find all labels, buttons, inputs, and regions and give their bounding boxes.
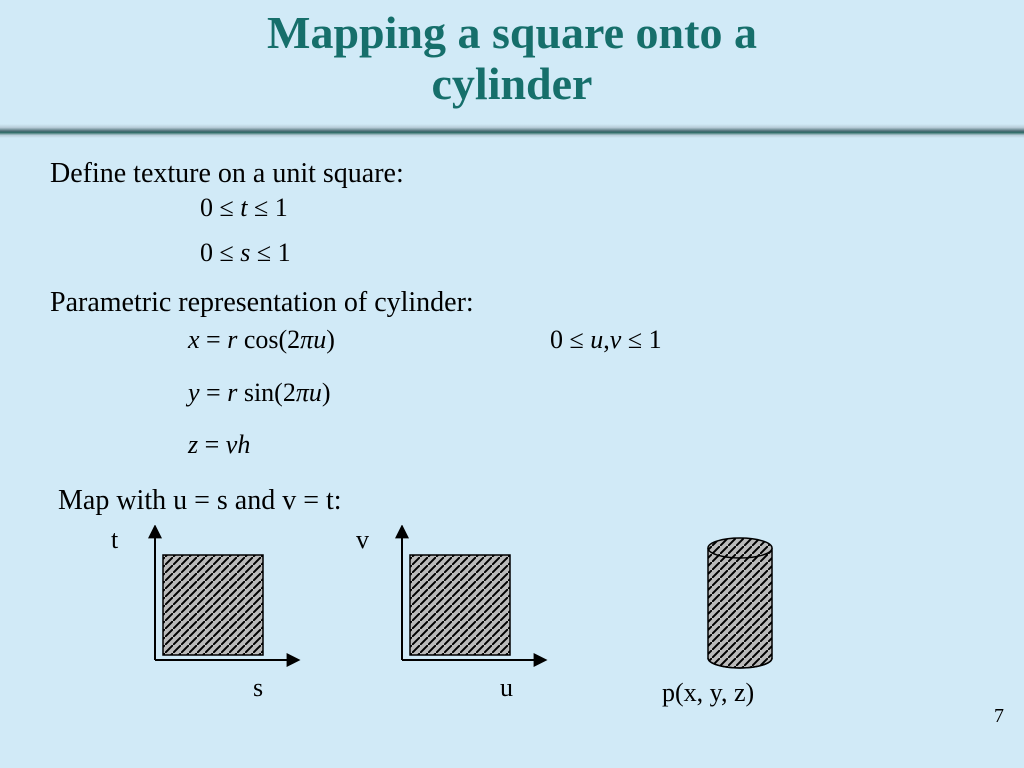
label-s: s	[253, 673, 263, 703]
slide: Mapping a square onto a cylinder Define …	[0, 0, 1024, 768]
label-p: p(x, y, z)	[662, 678, 754, 708]
divider-bar	[0, 124, 1024, 138]
label-v: v	[356, 525, 369, 555]
eq-t-range: 0 ≤ t ≤ 1	[200, 193, 288, 223]
eq-uv-range: 0 ≤ u,v ≤ 1	[550, 325, 662, 355]
eq-y: y = r sin(2πu)	[188, 378, 331, 408]
title-line-1: Mapping a square onto a	[0, 8, 1024, 59]
text-map-with: Map with u = s and v = t:	[58, 485, 342, 517]
eq-z: z = vh	[188, 430, 250, 460]
diagram-uv-square: v u	[372, 525, 552, 690]
page-number: 7	[994, 705, 1004, 728]
label-u: u	[500, 673, 513, 703]
text-parametric: Parametric representation of cylinder:	[50, 287, 474, 319]
eq-x: x = r cos(2πu)	[188, 325, 335, 355]
diagram-st-square: t s	[125, 525, 305, 690]
eq-s-range: 0 ≤ s ≤ 1	[200, 238, 291, 268]
label-t: t	[111, 525, 118, 555]
diagram-cylinder: p(x, y, z)	[680, 530, 800, 695]
title-line-2: cylinder	[0, 59, 1024, 110]
slide-title: Mapping a square onto a cylinder	[0, 0, 1024, 109]
text-define: Define texture on a unit square:	[50, 158, 404, 190]
